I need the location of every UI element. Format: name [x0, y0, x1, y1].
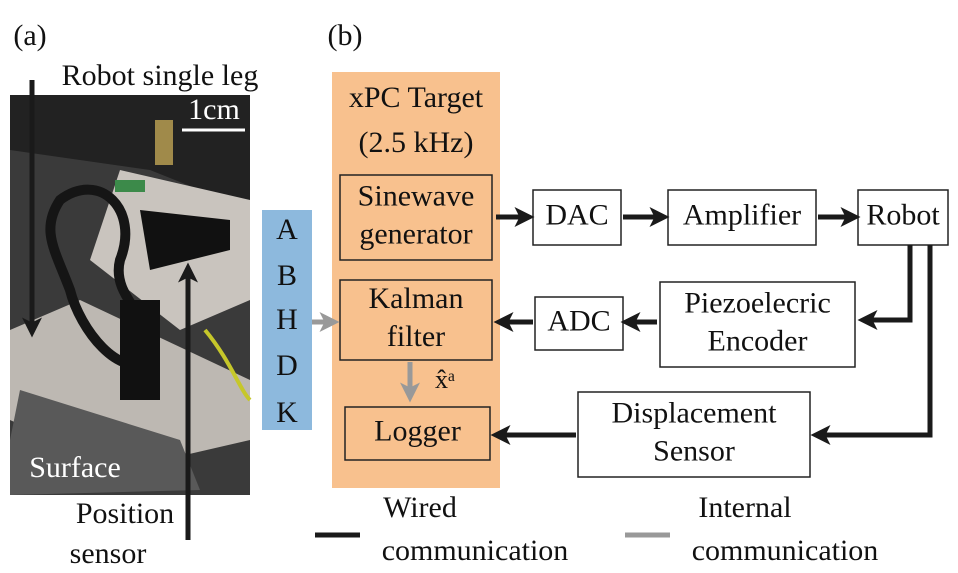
node-label: DAC — [545, 198, 608, 231]
scale-label: 1cm — [188, 93, 240, 126]
signal-label: B — [277, 259, 297, 292]
signal-label: A — [276, 213, 298, 246]
node-label: Robot — [866, 198, 940, 231]
node-label: Sinewave — [358, 179, 475, 212]
node-label: Amplifier — [683, 198, 801, 231]
legend-label: Internal — [698, 491, 791, 524]
legend-label: communication — [692, 534, 879, 567]
legend-label: communication — [382, 534, 569, 567]
node-label: Kalman — [369, 282, 464, 315]
target-rate: (2.5 kHz) — [359, 126, 474, 159]
panel-label: (b) — [328, 19, 363, 52]
signal-label: H — [276, 303, 298, 336]
panel-label: (a) — [13, 19, 46, 52]
node-label: ADC — [547, 304, 610, 337]
sensor-label: sensor — [70, 537, 147, 570]
diagram: (a) (b) Robot single leg 1cm Surface Pos… — [0, 0, 958, 573]
estimate-label: x̂ᵃ — [435, 365, 455, 394]
surface-label: Surface — [29, 451, 121, 484]
node-label: generator — [359, 217, 472, 250]
signal-label: K — [276, 396, 298, 429]
legend-label: Wired — [383, 491, 457, 524]
leg-label: Robot single leg — [62, 59, 259, 92]
node-label: Logger — [374, 414, 461, 447]
node-label: filter — [387, 320, 445, 353]
signal-label: D — [276, 349, 298, 382]
target-title: xPC Target — [349, 81, 484, 114]
node-label: Sensor — [653, 434, 735, 467]
sensor-label: Position — [76, 497, 174, 530]
node-label: Displacement — [612, 396, 778, 429]
node-label: Encoder — [708, 324, 808, 357]
node-label: Piezoelecric — [684, 286, 831, 319]
